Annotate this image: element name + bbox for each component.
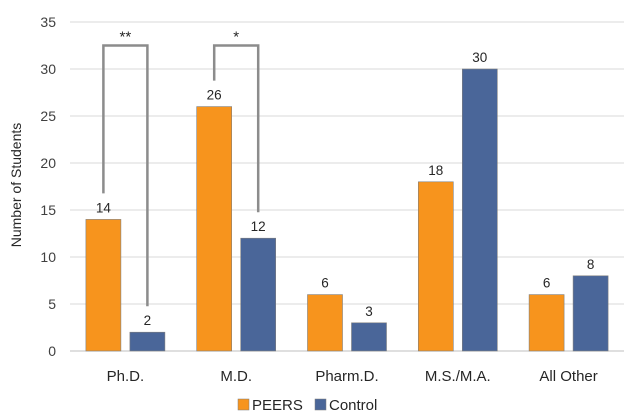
data-label: 30 — [472, 50, 487, 65]
legend-label: PEERS — [252, 397, 303, 414]
data-label: 2 — [144, 313, 152, 328]
data-labels: 14 2 26 12 6 3 18 30 6 8 — [96, 50, 594, 328]
x-category-label: M.D. — [220, 368, 252, 385]
bar-peers — [417, 181, 454, 352]
bar-control — [129, 331, 166, 352]
data-label: 12 — [251, 219, 266, 234]
x-category-label: M.S./M.A. — [425, 368, 491, 385]
significance-label: * — [233, 29, 239, 46]
legend-swatch-control — [314, 398, 327, 411]
significance-bracket — [212, 44, 260, 213]
legend: PEERS Control — [237, 397, 377, 414]
significance-label: ** — [120, 29, 132, 46]
data-label: 8 — [587, 257, 595, 272]
y-axis-ticks: 0 5 10 15 20 25 30 35 — [40, 14, 56, 359]
bar-peers — [307, 294, 343, 352]
bar-peers — [196, 106, 232, 352]
y-tick-label: 0 — [48, 343, 56, 359]
bar-control — [461, 68, 498, 352]
data-label: 18 — [428, 163, 443, 178]
x-category-label: All Other — [539, 368, 597, 385]
data-label: 26 — [207, 88, 222, 103]
y-tick-label: 30 — [40, 61, 56, 77]
data-label: 3 — [365, 304, 373, 319]
x-category-label: Pharm.D. — [315, 368, 378, 385]
bar-control — [572, 275, 609, 352]
data-label: 6 — [543, 276, 551, 291]
y-tick-label: 25 — [40, 108, 56, 124]
data-label: 6 — [321, 276, 329, 291]
x-category-label: Ph.D. — [107, 368, 145, 385]
bar-peers — [528, 294, 565, 352]
y-tick-label: 15 — [40, 202, 56, 218]
y-tick-label: 5 — [48, 296, 56, 312]
significance-brackets: ** * — [102, 29, 260, 307]
y-axis-title: Number of Students — [8, 123, 24, 248]
significance-bracket — [102, 44, 149, 307]
y-tick-label: 10 — [40, 249, 56, 265]
legend-swatch-peers — [237, 398, 250, 411]
bar-peers — [85, 219, 122, 352]
bar-control — [351, 322, 387, 352]
gridlines — [70, 21, 624, 352]
bar-control — [240, 237, 276, 352]
data-label: 14 — [96, 200, 112, 215]
y-tick-label: 35 — [40, 14, 56, 30]
bars — [85, 68, 609, 352]
y-tick-label: 20 — [40, 155, 56, 171]
legend-label: Control — [329, 397, 377, 414]
x-axis-categories: Ph.D. M.D. Pharm.D. M.S./M.A. All Other — [107, 368, 598, 385]
